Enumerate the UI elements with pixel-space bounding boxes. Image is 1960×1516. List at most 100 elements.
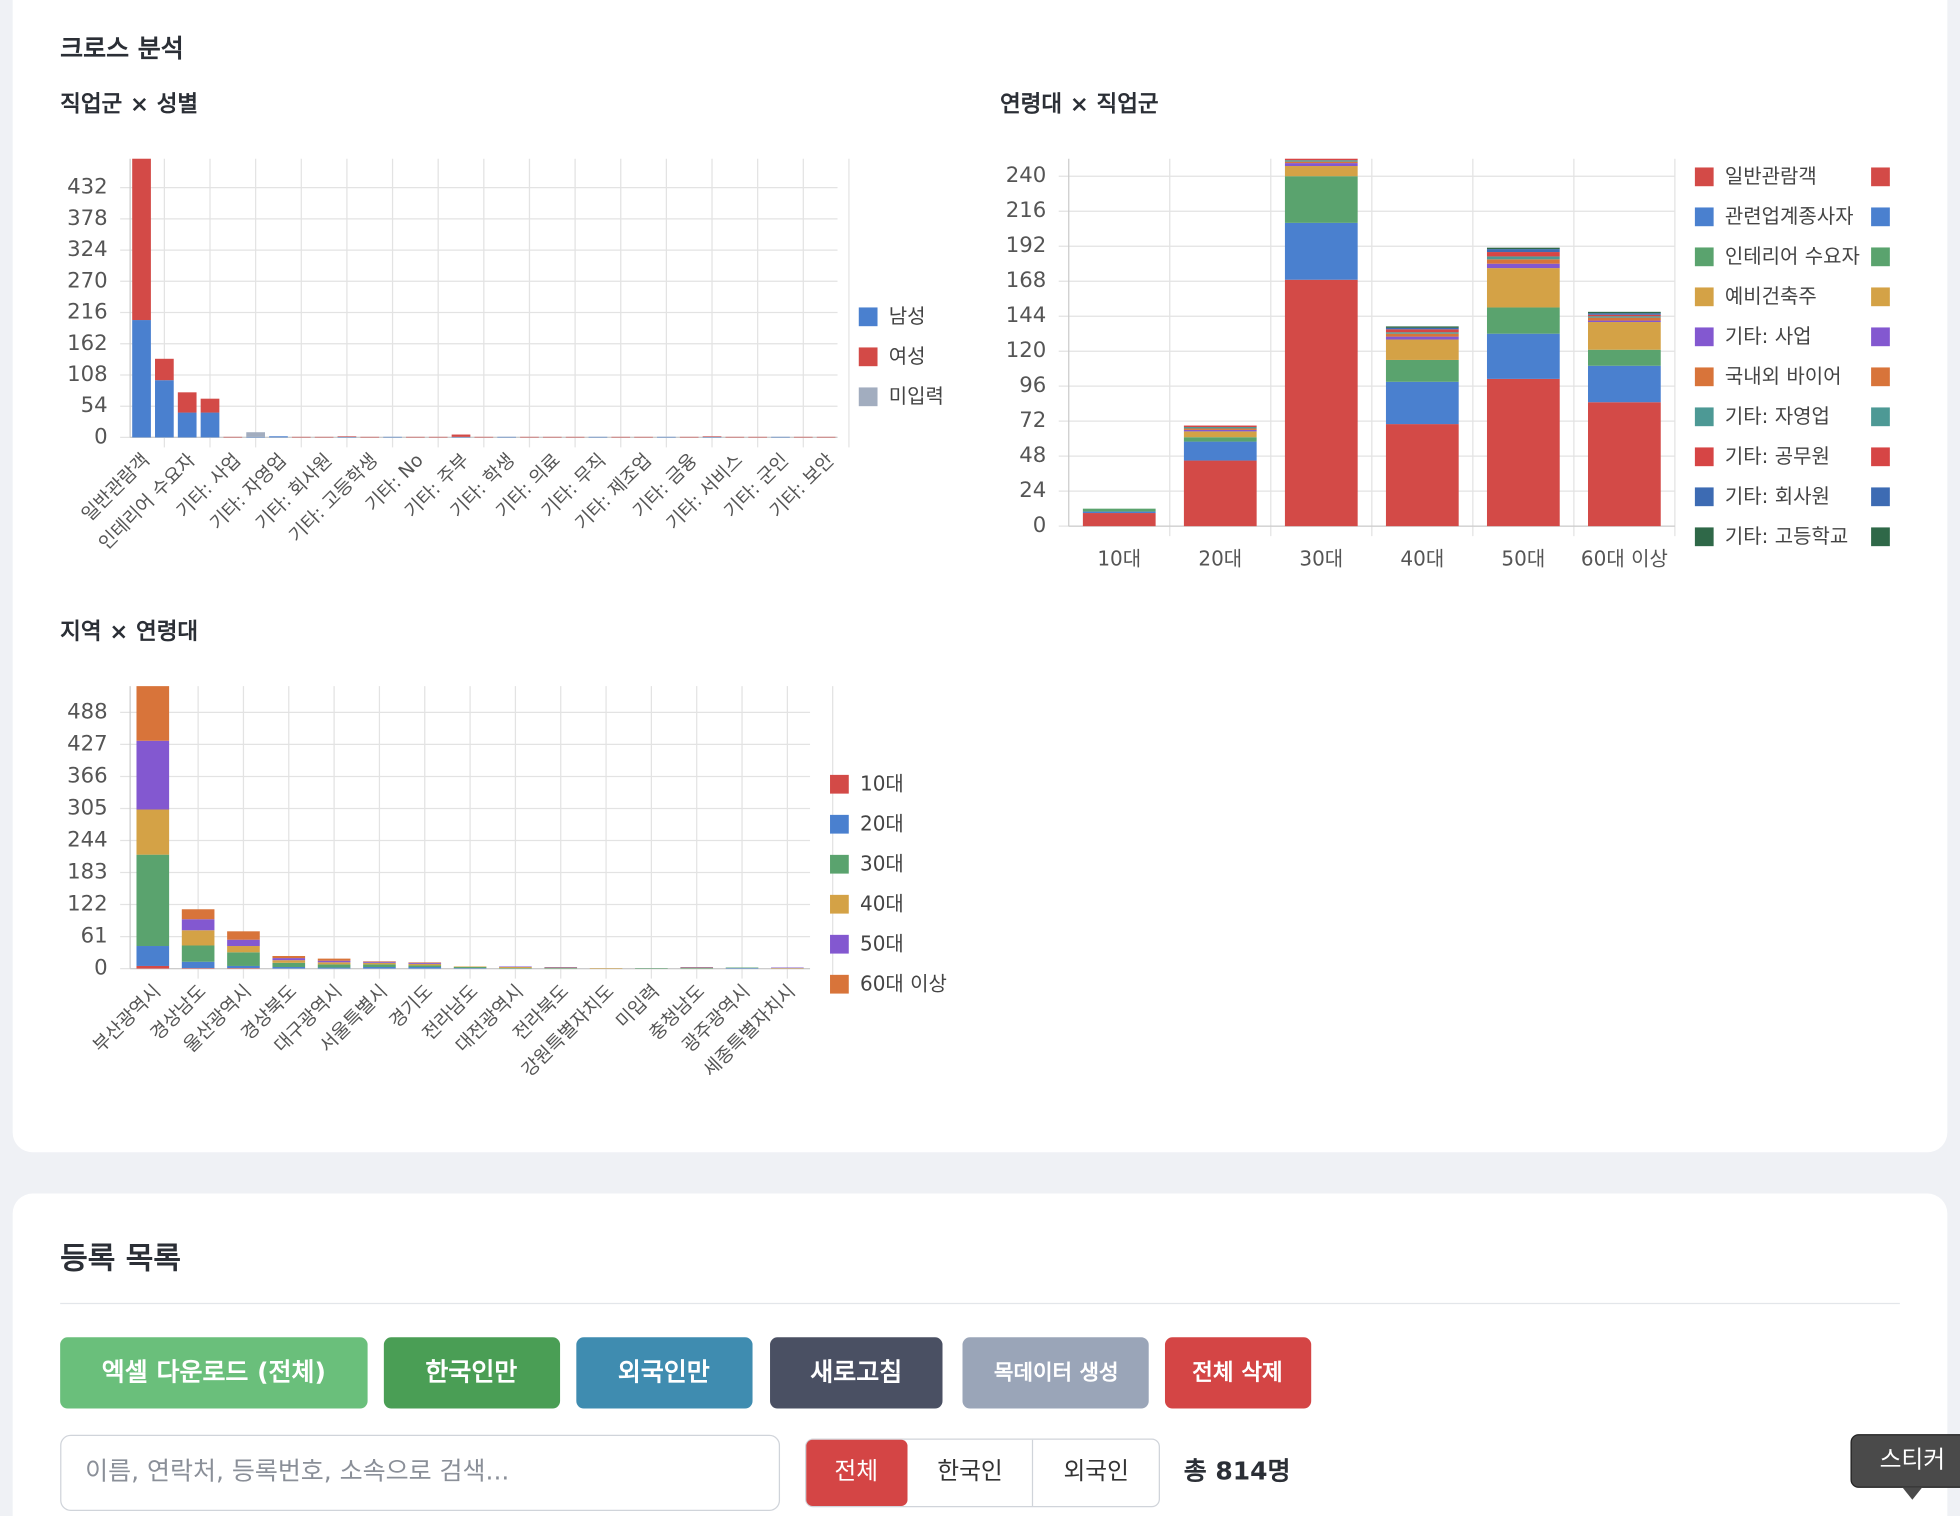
bar-segment [680,967,714,968]
bar-segment [363,961,396,962]
search-placeholder[interactable]: 이름, 연락처, 등록번호, 소속으로 검색... [85,1456,509,1485]
y-tick-label: 270 [67,268,108,293]
bar-segment [227,946,260,953]
filter-label[interactable]: 한국인 [937,1457,1003,1485]
bar-segment [181,961,215,969]
y-tick-label: 432 [67,175,108,200]
filter-label[interactable]: 외국인 [1063,1457,1129,1485]
y-tick-label: 48 [1019,443,1046,468]
bar-segment [408,963,442,966]
bar-segment [453,968,487,969]
button-label[interactable]: 외국인만 [618,1358,710,1387]
legend-swatch [1694,407,1714,427]
legend-swatch [1871,527,1890,547]
bar-segment [337,436,357,438]
button-label[interactable]: 새로고침 [810,1358,902,1387]
legend-swatch [1694,487,1714,507]
legend-swatch [858,347,878,367]
bar-segment [1284,166,1358,177]
bar-segment [748,436,768,438]
y-tick-label: 305 [67,795,108,820]
filter-button[interactable]: 한국인 [937,1457,1003,1485]
bar-segment [544,967,578,969]
button[interactable]: 외국인만 [576,1337,753,1409]
button[interactable]: 엑셀 다운로드 (전체) [60,1337,368,1409]
bar-segment [1588,313,1661,315]
bar-segment [272,960,306,963]
bar-segment [317,967,351,969]
y-tick-label: 24 [1019,478,1046,503]
legend-swatch [1694,167,1714,187]
total-count: 총 814명 [1184,1456,1291,1485]
filter-label[interactable]: 전체 [834,1457,878,1485]
tooltip-text: 스티커 [1880,1446,1946,1474]
y-tick-label: 0 [1033,513,1047,538]
legend-label: 50대 [860,931,904,955]
y-tick-label: 216 [67,300,108,325]
filter-button[interactable]: 전체 [806,1439,908,1507]
section-title: 크로스 분석 [60,34,184,63]
bar-segment [542,436,562,438]
bar-segment [363,967,396,969]
bar-segment [1588,365,1661,403]
legend-swatch [1871,167,1890,187]
button-label[interactable]: 한국인만 [425,1358,517,1387]
bar-segment [177,412,197,438]
bar-segment [1486,268,1560,308]
bar-segment [1486,252,1560,257]
bar-segment [181,945,215,962]
bar-segment [1385,359,1459,382]
y-tick-label: 192 [1006,233,1047,258]
y-tick-label: 378 [67,206,108,231]
legend-label: 40대 [860,891,904,915]
button[interactable]: 목데이터 생성 [962,1337,1149,1409]
y-tick-label: 0 [94,956,108,981]
bar-segment [227,939,260,947]
legend-label: 예비건축주 [1725,284,1817,308]
bar-segment [1183,429,1257,432]
legend-swatch [1871,407,1890,427]
bar-segment [588,436,608,438]
bar-segment [136,809,170,855]
bar-segment [499,966,532,968]
bar-segment [771,968,804,969]
bar-segment [181,968,215,969]
y-tick-label: 144 [1006,303,1047,328]
bar-segment [1385,424,1459,527]
y-tick-label: 72 [1019,408,1046,433]
bar-segment [680,967,714,969]
search-input[interactable]: 이름, 연락처, 등록번호, 소속으로 검색... [60,1434,781,1512]
legend-label: 인테리어 수요자 [1725,244,1860,268]
bar-segment [1588,322,1661,350]
y-tick-label: 216 [1006,198,1047,223]
bar-segment [272,958,306,961]
bar-segment [272,967,306,969]
legend-swatch [1694,527,1714,547]
button-label[interactable]: 목데이터 생성 [994,1361,1119,1386]
legend-label: 남성 [889,304,926,328]
bar-segment [1486,259,1560,264]
bar-segment [499,968,532,969]
button-label[interactable]: 엑셀 다운로드 (전체) [102,1358,326,1387]
filter-button[interactable]: 외국인 [1063,1457,1129,1485]
legend-label: 여성 [889,344,926,368]
bar-segment [181,909,215,920]
button[interactable]: 새로고침 [770,1337,943,1409]
legend-label: 20대 [860,811,904,835]
button[interactable]: 한국인만 [383,1337,561,1409]
bar-segment [227,952,260,966]
chart: 0 24 48 72 96 120 144 168 192 216 240 10대 20대 30대 40대 5… [1006,158,1890,570]
legend-label: 일반관람객 [1725,164,1817,188]
bar-segment [702,436,722,437]
bar-segment [363,964,396,968]
chart-title: 연령대 × 직업군 [1000,91,1159,117]
y-tick-label: 96 [1019,373,1046,398]
bar-segment [136,854,170,947]
bar-segment [1588,402,1661,527]
legend-label: 미입력 [889,384,944,408]
button-label[interactable]: 전체 삭제 [1192,1360,1283,1386]
bar-segment [227,965,260,969]
bar-segment [680,968,714,969]
button[interactable]: 전체 삭제 [1164,1337,1312,1409]
bar-segment [291,436,311,438]
